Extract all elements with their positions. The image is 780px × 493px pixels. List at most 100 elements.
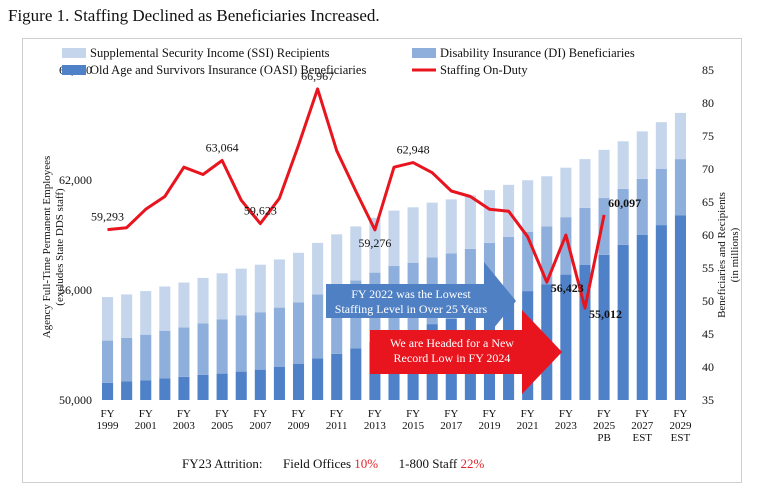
left-axis-tick-label: 56,000 (59, 283, 92, 297)
bar-di (617, 188, 629, 245)
bar-di (235, 315, 247, 372)
x-tick-label: 2011 (326, 420, 348, 432)
x-tick-label: FY (444, 408, 458, 420)
bar-ssi (464, 195, 476, 249)
bar-ssi (102, 297, 114, 341)
x-tick-label: EST (632, 432, 652, 444)
annotation-red-text: We are Headed for a New (390, 336, 514, 350)
bar-ssi (407, 207, 419, 263)
staffing-data-label: 60,097 (608, 196, 641, 210)
x-tick-label: FY (101, 408, 115, 420)
bar-oasi (655, 225, 667, 400)
bar-di (579, 207, 591, 265)
legend-label: Old Age and Survivors Insurance (OASI) B… (90, 63, 366, 77)
attrition-prefix: FY23 Attrition: (182, 456, 263, 471)
bar-oasi (197, 374, 209, 400)
annotation-blue-text: Staffing Level in Over 25 Years (335, 302, 488, 316)
bar-ssi (331, 234, 343, 288)
bar-oasi (560, 274, 572, 400)
bar-oasi (350, 348, 362, 400)
bar-ssi (388, 210, 400, 267)
x-tick-label: 2013 (364, 420, 387, 432)
x-tick-label: 2015 (402, 420, 425, 432)
bar-ssi (273, 259, 285, 308)
annotation-arrow-red (370, 310, 562, 394)
bar-oasi (312, 358, 324, 400)
bar-ssi (522, 180, 534, 232)
x-tick-label: FY (253, 408, 267, 420)
right-axis-tick-label: 40 (702, 360, 714, 374)
x-tick-label: 1999 (97, 420, 120, 432)
field-offices-label: Field Offices (283, 456, 352, 471)
bar-di (216, 319, 228, 374)
staffing-data-label: 63,064 (206, 140, 239, 154)
bar-di (522, 231, 534, 292)
right-axis-tick-label: 45 (702, 327, 714, 341)
x-tick-label: FY (139, 408, 153, 420)
x-tick-label: 2001 (135, 420, 157, 432)
right-axis-tick-label: 35 (702, 393, 714, 407)
bar-ssi (369, 217, 381, 273)
bar-ssi (598, 149, 610, 199)
staff-800-value: 22% (460, 456, 485, 471)
bar-oasi (235, 371, 247, 400)
bar-ssi (560, 167, 572, 218)
bar-di (674, 159, 686, 216)
bar-ssi (216, 273, 228, 320)
bar-ssi (541, 176, 553, 227)
right-axis-tick-label: 50 (702, 294, 714, 308)
bar-di (331, 287, 343, 354)
bar-di (140, 334, 152, 381)
bar-di (273, 307, 285, 367)
staffing-data-label: 59,276 (358, 236, 391, 250)
right-axis-title: Beneficiaries and Recipients (716, 192, 728, 318)
left-axis-tick-label: 62,000 (59, 173, 92, 187)
bar-di (159, 330, 171, 379)
legend-swatch (412, 48, 436, 58)
bar-ssi (121, 294, 133, 338)
x-tick-label: FY (597, 408, 611, 420)
bar-ssi (197, 277, 209, 324)
x-tick-label: PB (597, 432, 610, 444)
bar-di (598, 198, 610, 255)
field-offices-value: 10% (354, 456, 379, 471)
bar-ssi (178, 282, 190, 328)
x-tick-label: 2007 (249, 420, 272, 432)
legend-swatch (62, 65, 86, 75)
x-tick-label: FY (215, 408, 229, 420)
legend-label: Disability Insurance (DI) Beneficiaries (440, 46, 635, 60)
bar-oasi (598, 254, 610, 400)
annotation-blue-text: FY 2022 was the Lowest (351, 287, 471, 301)
left-axis-tick-label: 50,000 (59, 393, 92, 407)
bar-di (312, 294, 324, 359)
bar-oasi (178, 376, 190, 400)
bar-ssi (655, 122, 667, 169)
left-axis-subtitle: (excludes State DDS staff) (54, 188, 66, 306)
bar-ssi (636, 131, 648, 179)
staffing-data-label: 55,012 (589, 307, 622, 321)
bar-oasi (159, 378, 171, 400)
bar-oasi (140, 380, 152, 400)
right-axis-tick-label: 55 (702, 261, 714, 275)
x-tick-label: FY (635, 408, 649, 420)
x-tick-label: 2025 (593, 420, 616, 432)
left-axis-title: Agency Full-Time Permanent Employees (41, 156, 53, 339)
bar-ssi (254, 264, 266, 313)
x-tick-label: 2003 (173, 420, 196, 432)
x-tick-label: 2029 (669, 420, 692, 432)
x-tick-label: 2021 (517, 420, 539, 432)
bar-ssi (483, 190, 496, 243)
bar-oasi (292, 363, 305, 400)
bar-di (102, 340, 114, 383)
bar-oasi (216, 373, 228, 400)
bar-oasi (102, 382, 114, 400)
x-tick-label: FY (406, 408, 420, 420)
x-tick-label: FY (673, 408, 687, 420)
bar-oasi (331, 353, 343, 400)
x-tick-label: 2009 (288, 420, 311, 432)
right-axis-tick-label: 85 (702, 63, 714, 77)
right-axis-tick-label: 75 (702, 129, 714, 143)
legend-swatch (62, 48, 86, 58)
bar-ssi (292, 252, 305, 303)
bar-di (560, 217, 572, 275)
